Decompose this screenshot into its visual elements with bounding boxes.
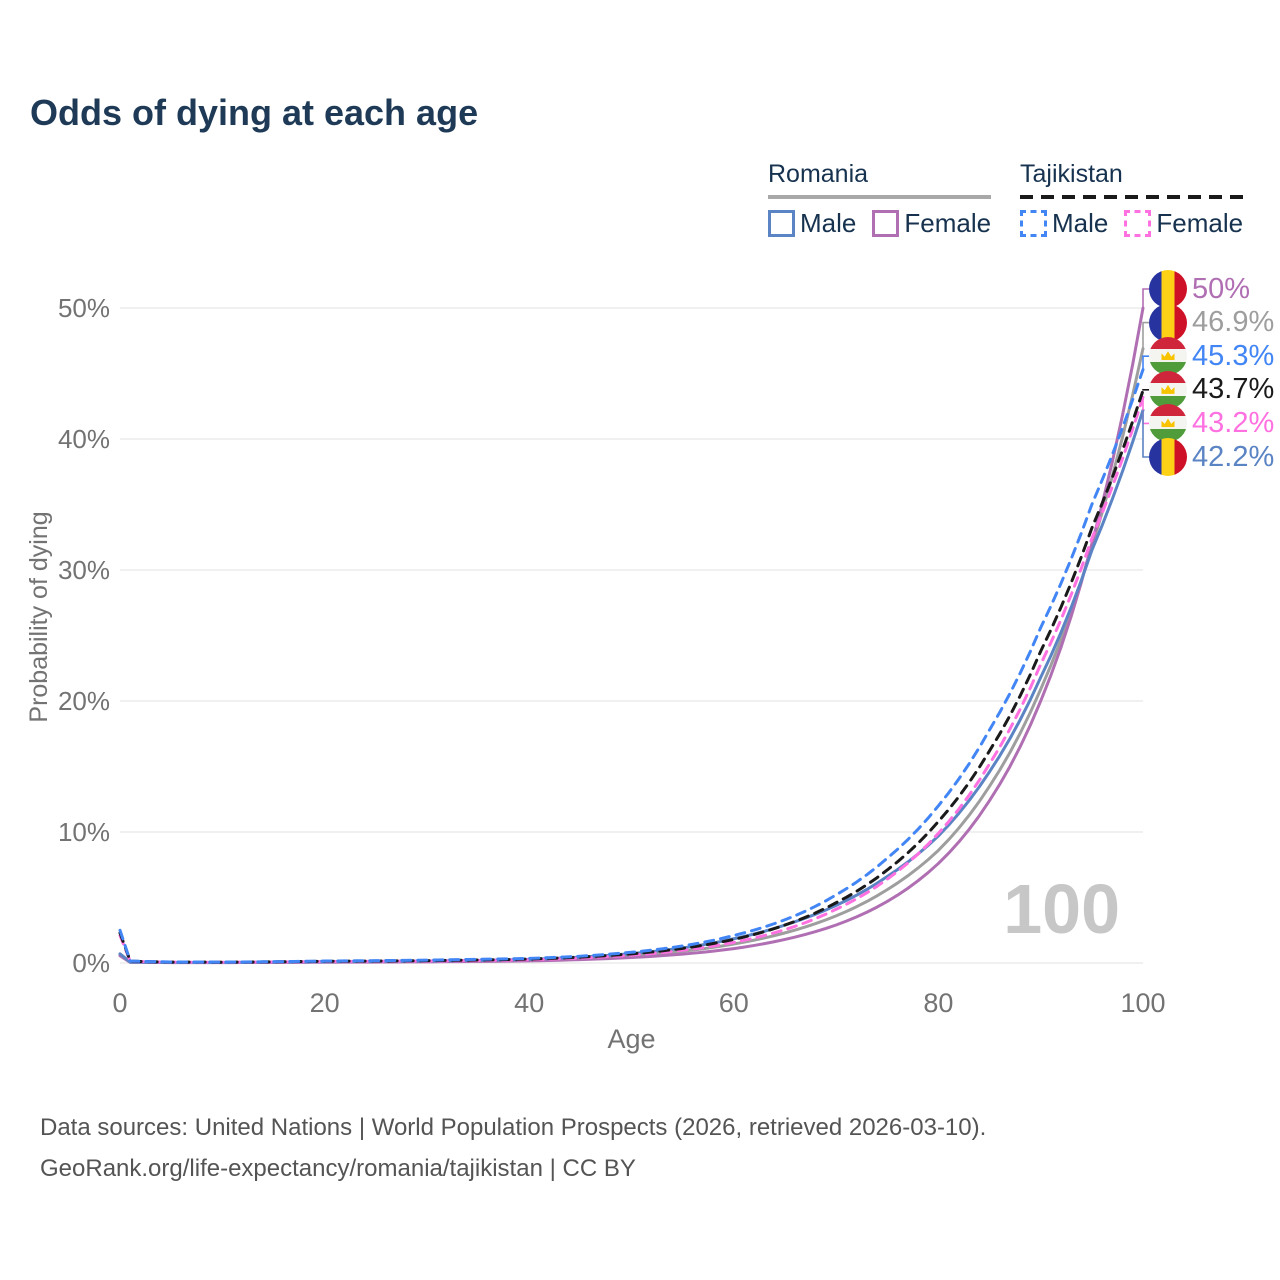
legend-group-title: Tajikistan xyxy=(1020,160,1123,188)
legend-group-romania: Romania Male Female xyxy=(768,160,992,239)
x-tick-label: 40 xyxy=(514,988,544,1018)
end-label-tajikistan-female: 43.2% xyxy=(1149,404,1275,443)
series-line-tajikistan-male xyxy=(118,368,1145,964)
end-label-value: 46.9% xyxy=(1192,306,1275,339)
footer: Data sources: United Nations | World Pop… xyxy=(40,1108,986,1190)
tajikistan-flag-icon xyxy=(1149,370,1187,409)
legend-item-label: Male xyxy=(1052,208,1109,238)
end-label-romania-male: 42.2% xyxy=(1149,438,1274,476)
crown-icon xyxy=(1161,418,1175,428)
y-tick-label: 10% xyxy=(58,817,110,847)
legend-swatch-romania-female xyxy=(872,210,900,237)
end-label-tajikistan-male: 45.3% xyxy=(1149,337,1275,376)
legend-item-tajikistan-female[interactable]: Female xyxy=(1124,208,1243,239)
end-label-romania-total: 46.9% xyxy=(1149,303,1275,342)
leader-line-tajikistan-male xyxy=(1142,355,1149,370)
legend-group-tajikistan: Tajikistan Male Female xyxy=(1020,160,1244,239)
y-tick-label: 20% xyxy=(58,686,110,716)
end-label-value: 50% xyxy=(1192,272,1251,305)
max-age-watermark: 100 xyxy=(1003,870,1120,948)
end-label-romania-female: 50% xyxy=(1149,270,1250,308)
legend-swatch-tajikistan-male xyxy=(1020,210,1047,237)
legend-swatch-romania-male xyxy=(768,210,795,237)
romania-flag-icon xyxy=(1149,270,1187,308)
series-line-romania-female xyxy=(118,306,1145,965)
leader-line-romania-total xyxy=(1142,321,1149,349)
legend-item-romania-female[interactable]: Female xyxy=(872,208,991,239)
y-tick-label: 30% xyxy=(58,555,110,585)
x-tick-label: 20 xyxy=(310,988,340,1018)
leader-line-tajikistan-total xyxy=(1142,389,1149,391)
footer-data-sources: Data sources: United Nations | World Pop… xyxy=(40,1114,987,1141)
crown-icon xyxy=(1161,384,1175,394)
legend-group-title: Romania xyxy=(768,160,869,188)
x-axis-title: Age xyxy=(607,1024,655,1054)
x-tick-label: 0 xyxy=(112,988,127,1018)
legend-item-label: Female xyxy=(904,208,992,238)
series-line-tajikistan-total xyxy=(118,389,1145,964)
tajikistan-flag-icon xyxy=(1149,337,1187,376)
end-label-value: 43.2% xyxy=(1192,406,1275,439)
end-label-value: 45.3% xyxy=(1192,339,1275,372)
romania-flag-icon xyxy=(1149,438,1187,476)
end-label-value: 42.2% xyxy=(1192,440,1275,473)
end-label-value: 43.7% xyxy=(1192,373,1275,406)
legend-item-tajikistan-male[interactable]: Male xyxy=(1020,208,1108,239)
x-tick-label: 60 xyxy=(719,988,749,1018)
legend-underline-solid xyxy=(768,195,992,199)
end-label-tajikistan-total: 43.7% xyxy=(1149,370,1275,409)
x-tick-label: 100 xyxy=(1120,988,1165,1018)
legend-swatch-tajikistan-female xyxy=(1124,210,1152,237)
y-axis-title: Probability of dying xyxy=(25,511,53,722)
footer-attribution: GeoRank.org/life-expectancy/romania/taji… xyxy=(40,1154,636,1182)
page-title: Odds of dying at each age xyxy=(30,92,479,133)
tajikistan-flag-icon xyxy=(1149,404,1187,443)
legend-underline-dashed xyxy=(1020,195,1244,199)
legend-item-label: Male xyxy=(800,208,857,238)
legend-item-label: Female xyxy=(1156,208,1244,238)
romania-flag-icon xyxy=(1149,303,1187,342)
y-tick-label: 50% xyxy=(58,293,110,323)
leader-line-romania-female xyxy=(1142,288,1149,308)
leader-line-romania-male xyxy=(1142,410,1149,458)
crown-icon xyxy=(1161,351,1175,361)
y-tick-label: 40% xyxy=(58,424,110,454)
legend-item-romania-male[interactable]: Male xyxy=(768,208,856,239)
x-tick-label: 80 xyxy=(923,988,953,1018)
series-line-romania-total xyxy=(118,347,1145,965)
y-tick-label: 0% xyxy=(72,948,110,978)
